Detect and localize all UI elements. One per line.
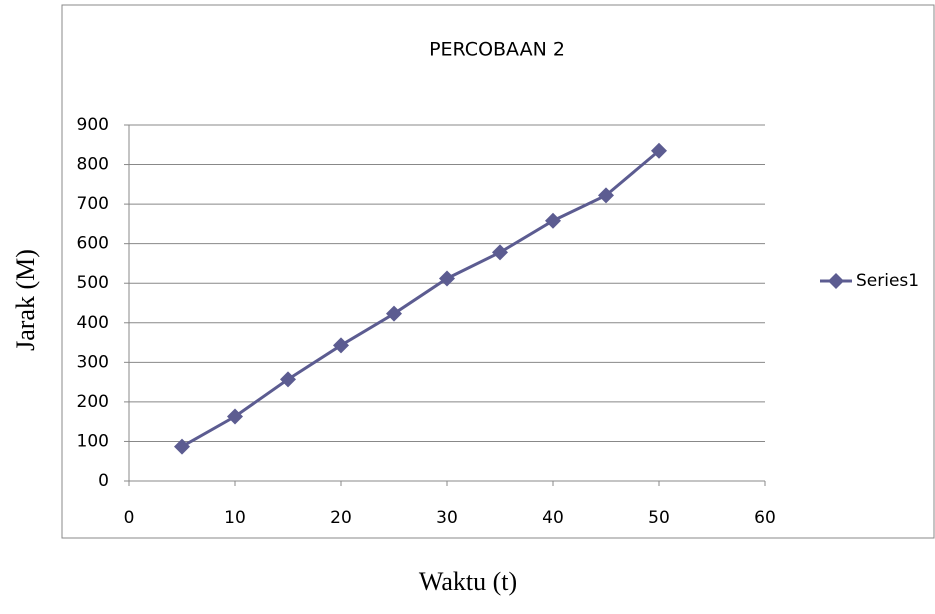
- data-point: [386, 305, 402, 322]
- data-point: [492, 244, 508, 261]
- data-point: [651, 142, 667, 159]
- data-point: [333, 337, 349, 354]
- x-tick-label: 0: [124, 508, 135, 528]
- data-point: [545, 212, 561, 229]
- data-point: [598, 187, 614, 204]
- x-tick-label: 50: [648, 508, 670, 528]
- data-point: [227, 408, 243, 425]
- y-tick-label: 900: [77, 115, 109, 135]
- y-tick-label: 500: [77, 273, 109, 293]
- x-tick-label: 10: [224, 508, 246, 528]
- legend-marker: [828, 273, 844, 289]
- y-tick-label: 200: [77, 392, 109, 412]
- x-tick-label: 20: [330, 508, 352, 528]
- chart-border: [61, 4, 935, 539]
- x-axis-title: Waktu (t): [419, 567, 517, 596]
- x-tick-label: 40: [542, 508, 564, 528]
- y-tick-label: 0: [98, 471, 109, 491]
- x-tick-label: 60: [754, 508, 776, 528]
- chart-title: PERCOBAAN 2: [429, 39, 565, 61]
- y-tick-label: 600: [77, 234, 109, 254]
- y-tick-label: 800: [77, 155, 109, 175]
- y-tick-label: 700: [77, 194, 109, 214]
- data-point: [280, 371, 296, 388]
- y-tick-label: 100: [77, 431, 109, 451]
- legend-label: Series1: [856, 271, 919, 291]
- series-line: [181, 149, 660, 448]
- data-point: [174, 438, 190, 455]
- y-tick-label: 400: [77, 313, 109, 333]
- x-tick-label: 30: [436, 508, 458, 528]
- y-tick-label: 300: [77, 352, 109, 372]
- data-point: [439, 270, 455, 287]
- y-axis-title: Jarak (M): [11, 249, 40, 351]
